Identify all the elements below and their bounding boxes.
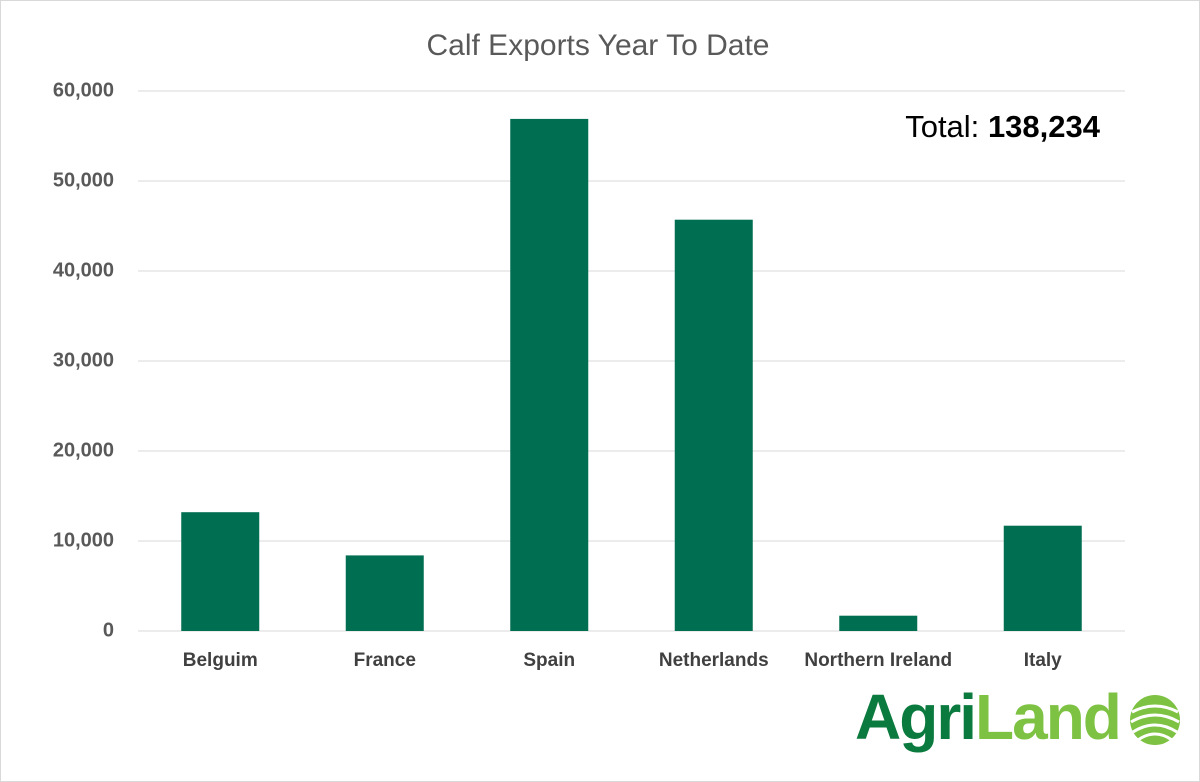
bar xyxy=(674,219,753,631)
annotation: Total: 138,234 xyxy=(905,109,1101,144)
y-tick-label: 10,000 xyxy=(53,529,114,551)
bar xyxy=(181,512,260,631)
bar xyxy=(839,615,918,631)
x-tick-label: Spain xyxy=(523,650,575,671)
logo-part: Land xyxy=(975,681,1120,753)
y-tick-label: 20,000 xyxy=(53,439,114,461)
x-tick-label: Belguim xyxy=(183,650,258,671)
logo-icon xyxy=(1130,695,1180,745)
x-tick-label: Netherlands xyxy=(659,650,769,671)
y-tick-label: 40,000 xyxy=(53,259,114,281)
y-tick-label: 60,000 xyxy=(53,79,114,101)
y-tick-label: 50,000 xyxy=(53,169,114,191)
logo-part: Agri xyxy=(855,681,975,753)
bar xyxy=(345,555,424,631)
annotation-label: Total: xyxy=(905,109,979,144)
x-tick-label: Northern Ireland xyxy=(804,650,952,671)
y-tick-label: 0 xyxy=(103,619,114,641)
x-tick-label: Italy xyxy=(1024,650,1062,671)
x-tick-label: France xyxy=(354,650,416,671)
chart-title: Calf Exports Year To Date xyxy=(427,29,770,62)
logo: AgriLand xyxy=(855,681,1120,753)
y-tick-label: 30,000 xyxy=(53,349,114,371)
bar xyxy=(510,118,589,631)
annotation-value: 138,234 xyxy=(988,109,1101,144)
bar xyxy=(1003,525,1082,631)
